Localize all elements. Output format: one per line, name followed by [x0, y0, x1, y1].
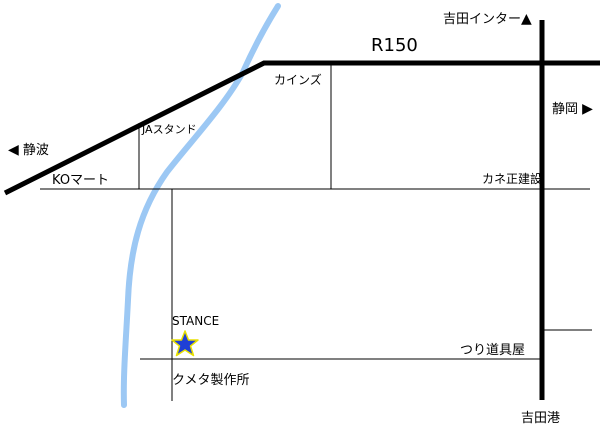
road-label-r150: R150 [371, 35, 418, 56]
landmark-tsuri: つり道具屋 [460, 343, 526, 358]
landmark-kumeta: クメタ製作所 [172, 373, 250, 388]
landmark-ko-mart: KOマート [52, 173, 110, 188]
direction-label-shizunami: ◀ 静波 [8, 142, 49, 158]
direction-label-yoshida-port: 吉田港 [521, 411, 561, 426]
river [120, 3, 281, 408]
direction-label-shizuoka: 静岡 ▶ [552, 101, 593, 117]
landmark-cainz: カインズ [274, 73, 322, 87]
landmark-kanesho: カネ正建設 [482, 172, 543, 186]
star-icon [171, 330, 199, 357]
direction-label-yoshida-ic: 吉田インター▲ [443, 11, 532, 27]
triangle-right-icon: ▶ [582, 101, 593, 117]
destination-label-stance: STANCE [172, 314, 220, 328]
triangle-left-icon: ◀ [8, 142, 19, 158]
road-r150 [3, 60, 542, 196]
triangle-up-icon: ▲ [521, 11, 532, 27]
landmark-ja-stand: JAスタンド [142, 123, 197, 136]
